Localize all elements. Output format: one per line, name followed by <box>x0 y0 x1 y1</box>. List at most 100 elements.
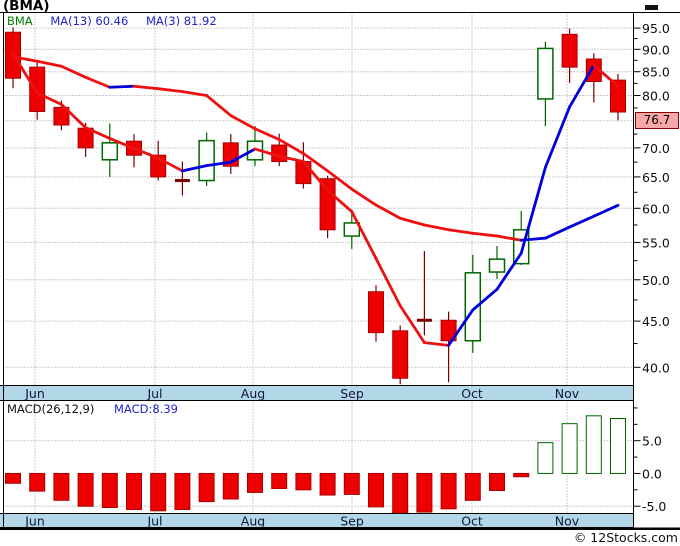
macd-bar-negative <box>150 472 167 512</box>
month-label: Jun <box>24 514 45 529</box>
ma13-line-segment <box>180 90 209 97</box>
macd-tick-label: 0.0 <box>642 466 662 481</box>
month-label: Aug <box>241 386 265 401</box>
price-tick-label: 40.0 <box>642 360 670 375</box>
ma13-line-segment <box>350 187 378 207</box>
price-tick-label: 65.0 <box>642 170 670 185</box>
last-price-marker: 76.7 <box>635 112 679 129</box>
down-candle <box>561 33 578 68</box>
ma3-line-segment <box>108 137 136 150</box>
macd-bar-negative <box>77 472 94 507</box>
ma13-line-segment <box>398 216 426 227</box>
ma3-line-segment <box>277 154 305 163</box>
month-label: Sep <box>340 514 364 529</box>
month-label: Jun <box>24 386 45 401</box>
ma13-line-segment <box>326 169 354 191</box>
ma3-line-segment <box>447 308 475 347</box>
ma13-line-segment <box>84 75 112 89</box>
ma13-line-segment <box>253 127 281 141</box>
ma13-line-segment <box>205 94 233 118</box>
up-candle <box>537 47 554 100</box>
legend-symbol: BMA <box>7 14 33 28</box>
month-label: Nov <box>555 386 580 401</box>
price-tick-label: 90.0 <box>642 42 670 57</box>
macd-bar-negative <box>295 472 312 491</box>
ma3-line-segment <box>568 63 596 109</box>
up-candle <box>101 142 119 161</box>
up-candle <box>464 272 482 342</box>
month-label: Aug <box>241 514 265 529</box>
ma3-line-segment <box>519 165 547 255</box>
macd-bar-negative <box>174 472 191 510</box>
macd-bar-negative <box>198 472 215 503</box>
ma3-line-segment <box>156 156 184 173</box>
ma3-line-segment <box>180 164 209 173</box>
macd-header: MACD(26,12,9) MACD:8.39 <box>7 402 178 416</box>
ma3-line-segment <box>11 52 39 95</box>
ma13-line-segment <box>35 59 63 68</box>
macd-tick-label: 5.0 <box>642 434 662 449</box>
macd-bar-negative <box>53 472 70 501</box>
ma13-line-segment <box>422 223 451 232</box>
legend-ma3: MA(3) 81.92 <box>145 14 217 28</box>
macd-bar-negative <box>271 472 288 490</box>
ma13-line-segment <box>374 203 402 220</box>
ma3-line-segment <box>132 147 160 160</box>
price-tick-label: 55.0 <box>642 235 670 250</box>
page-title: (BMA) <box>3 0 50 14</box>
month-label: Jul <box>146 514 162 529</box>
down-candle <box>53 106 70 126</box>
ma13-line-segment <box>132 84 160 91</box>
ma13-line-segment <box>495 234 523 242</box>
ma3-line-segment <box>60 103 87 130</box>
ma13-line-segment <box>60 64 87 79</box>
ma13-line-segment <box>544 225 571 240</box>
down-candle <box>29 66 46 112</box>
macd-label: MACD(26,12,9) <box>7 402 95 416</box>
month-label: Jul <box>146 386 162 401</box>
ma13-line-segment <box>11 55 39 63</box>
ma3-line-segment <box>592 63 620 88</box>
date-band <box>0 385 633 401</box>
month-label: Oct <box>461 514 483 529</box>
ma3-line-segment <box>205 160 233 168</box>
ma3-line-segment <box>253 147 281 158</box>
ma13-line-segment <box>447 228 475 235</box>
macd-bar-negative <box>368 472 384 508</box>
price-tick-label: 95.0 <box>642 21 670 36</box>
down-candle <box>319 178 336 231</box>
ma3-line-segment <box>35 91 63 106</box>
top-right-mark <box>645 5 658 10</box>
price-tick-label: 80.0 <box>642 88 670 103</box>
ma3-line-segment <box>495 251 523 291</box>
month-label: Sep <box>340 386 364 401</box>
macd-bar-negative <box>489 472 505 491</box>
macd-bar-positive <box>585 415 602 474</box>
down-candle <box>440 319 457 342</box>
copyright-watermark: © 12Stocks.com <box>573 530 678 545</box>
up-candle <box>343 222 361 237</box>
macd-bar-negative <box>5 472 21 484</box>
ma3-line-segment <box>326 189 354 213</box>
ma3-line-segment <box>398 304 426 345</box>
month-label: Oct <box>461 386 483 401</box>
macd-bar-negative <box>464 472 481 501</box>
ma13-line-segment <box>156 87 184 93</box>
ma3-line-segment <box>301 160 330 192</box>
ma3-line-segment <box>229 147 257 164</box>
ma13-line-segment <box>471 231 499 238</box>
ma3-line-segment <box>422 341 451 347</box>
ma13-line-segment <box>277 138 305 155</box>
down-candle <box>368 291 384 334</box>
price-tick-label: 60.0 <box>642 201 670 216</box>
down-candle <box>392 330 409 379</box>
price-tick-label: 50.0 <box>642 273 670 288</box>
ma3-line-segment <box>374 257 402 308</box>
macd-bar-positive <box>561 423 578 474</box>
macd-bar-negative <box>416 472 433 513</box>
ma3-line-segment <box>471 287 499 312</box>
chart-bottom-border <box>0 527 680 530</box>
up-candle <box>488 258 506 273</box>
